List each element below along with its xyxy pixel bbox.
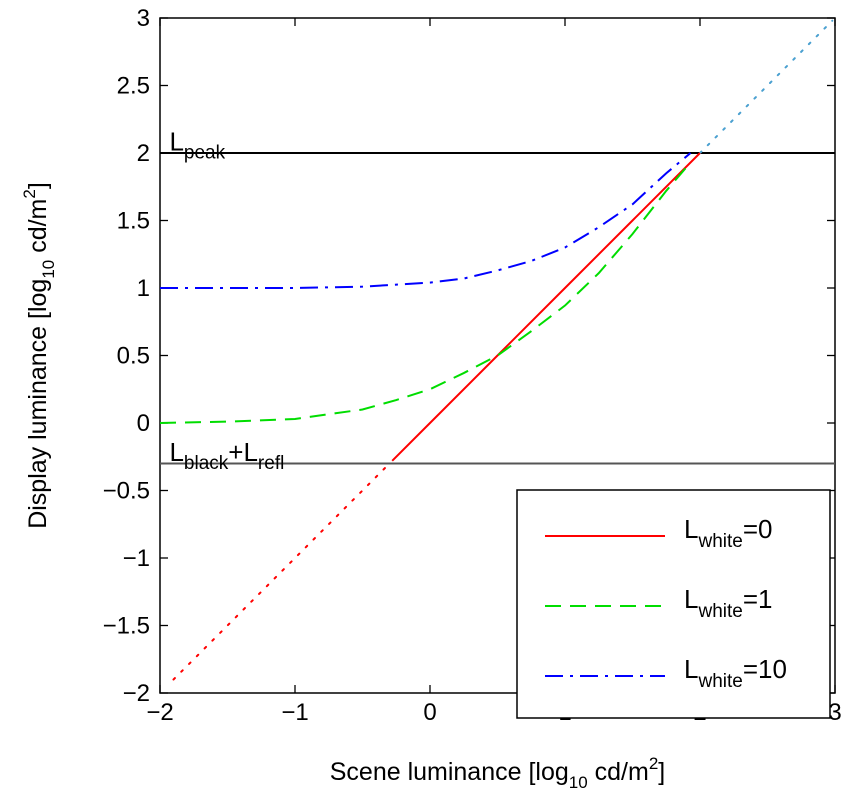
y-tick-label: −2 — [123, 680, 150, 707]
x-tick-label: −2 — [146, 699, 173, 726]
y-tick-label: 1 — [137, 275, 150, 302]
series-line-w10 — [160, 152, 692, 289]
x-tick-label: 0 — [423, 699, 436, 726]
legend-label: Lwhite=0 — [684, 514, 772, 552]
x-tick-label: −1 — [281, 699, 308, 726]
legend-label: Lwhite=10 — [684, 654, 787, 692]
y-tick-label: −0.5 — [103, 478, 150, 505]
x-tick-label: 3 — [828, 699, 841, 726]
series-line-w1 — [159, 161, 692, 424]
y-tick-label: −1.5 — [103, 613, 150, 640]
y-axis-label: Display luminance [log10 cd/m2] — [20, 182, 58, 529]
y-tick-label: 3 — [137, 5, 150, 32]
extrapolation-line-2 — [699, 19, 834, 154]
annotation-black: Lblack+Lrefl — [169, 437, 284, 474]
y-tick-label: 2 — [137, 140, 150, 167]
y-tick-label: 1.5 — [117, 208, 150, 235]
legend-box — [516, 489, 831, 719]
y-tick-label: 0 — [137, 410, 150, 437]
legend-label: Lwhite=1 — [684, 584, 772, 622]
y-tick-label: 0.5 — [117, 343, 150, 370]
x-axis-label: Scene luminance [log10 cd/m2] — [330, 754, 666, 788]
series-line-w0 — [391, 152, 701, 462]
y-tick-label: 2.5 — [117, 73, 150, 100]
annotation-peak: Lpeak — [169, 126, 225, 163]
y-tick-label: −1 — [123, 545, 150, 572]
extrapolation-line-1 — [172, 462, 391, 681]
